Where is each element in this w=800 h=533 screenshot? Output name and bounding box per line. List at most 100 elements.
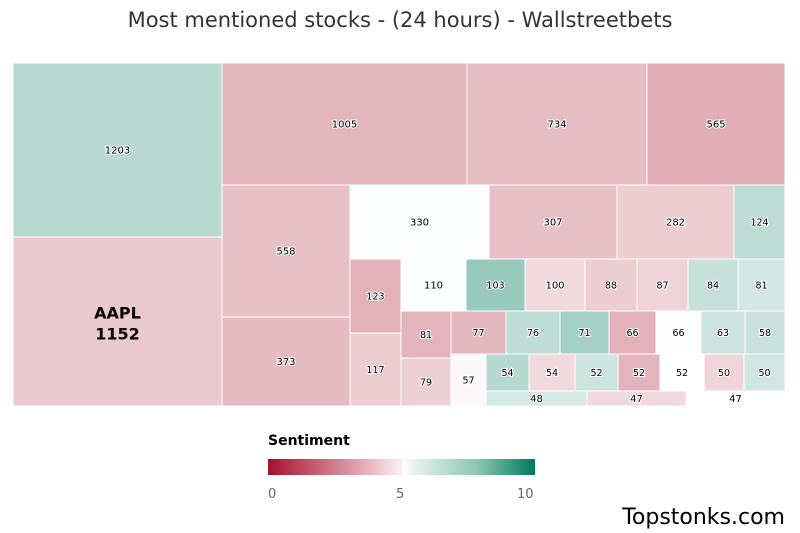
treemap-cell-value: 565 [706, 120, 725, 131]
treemap-cell: 57 [450, 353, 487, 407]
treemap-cell: 81 [737, 258, 786, 312]
treemap-cell-rect [466, 62, 648, 186]
treemap-cell: 100 [524, 258, 586, 312]
treemap-cell: 88 [584, 258, 638, 312]
treemap-cell: 52 [659, 353, 705, 392]
treemap-cell-rect [221, 62, 468, 186]
treemap-cell-rect [349, 184, 490, 260]
treemap-cell-value: 100 [545, 281, 564, 292]
treemap-cell: 565 [646, 62, 786, 186]
treemap-cell-value: 103 [486, 281, 504, 292]
treemap-cell: AAPL 1152 [12, 236, 223, 407]
treemap-cell-rect [685, 390, 786, 407]
treemap-cell: 52 [617, 353, 661, 392]
treemap-cell-rect [400, 258, 467, 312]
treemap-cell: 76 [505, 310, 561, 355]
legend-color-bar [268, 459, 535, 475]
treemap-cell-value: 52 [590, 368, 602, 379]
treemap-cell-value: 123 [366, 292, 384, 303]
treemap-cell-value: 54 [501, 368, 513, 379]
treemap-cell-value: 76 [527, 328, 539, 339]
treemap-cell-value: 47 [729, 394, 742, 405]
treemap-cell-rect [687, 258, 739, 312]
treemap-cell-rect [505, 310, 561, 355]
treemap-cell: 48 [485, 390, 588, 407]
treemap-cell-rect [559, 310, 610, 355]
treemap-cell-ticker: AAPL [94, 304, 141, 323]
watermark: Topstonks.com [622, 505, 785, 530]
legend-tick-mark [534, 475, 535, 481]
treemap-cell-rect [524, 258, 586, 312]
legend-tick-mark [268, 475, 269, 481]
treemap-cell-rect [450, 310, 507, 355]
treemap-cell-value: 373 [276, 357, 295, 368]
treemap-cell-value: 71 [578, 328, 590, 339]
treemap-cell: 330 [349, 184, 490, 260]
treemap-cell: 79 [400, 357, 452, 407]
treemap-cell: 1203 [12, 62, 223, 238]
treemap-cell-value: 117 [366, 365, 384, 376]
legend-tick-label: 0 [268, 487, 277, 502]
treemap-cell-value: 50 [758, 368, 770, 379]
treemap-cell-rect [400, 310, 452, 359]
treemap-cell: 373 [221, 316, 351, 407]
treemap-cell: 66 [608, 310, 657, 355]
legend-tick-label: 10 [517, 487, 534, 502]
treemap-cell-rect [744, 310, 786, 355]
treemap-cell-rect [584, 258, 638, 312]
treemap-cell-value: 79 [420, 378, 432, 389]
treemap-cell-value: 84 [707, 281, 719, 292]
treemap-cell-value: 88 [605, 281, 617, 292]
treemap-cell: 282 [616, 184, 735, 260]
treemap-cell-value: 124 [750, 218, 768, 229]
treemap-cell: 124 [733, 184, 786, 260]
treemap-cell-value: 52 [676, 368, 688, 379]
treemap-cell-value: 734 [547, 120, 566, 131]
treemap-cell-value: 52 [633, 368, 645, 379]
treemap-cell-rect [221, 316, 351, 407]
treemap-cell: 63 [700, 310, 746, 355]
treemap-cell-value: 558 [276, 247, 295, 258]
treemap-cell-value: 1203 [105, 146, 130, 157]
treemap-cell-value: 58 [759, 328, 771, 339]
treemap-cell-value: 54 [546, 368, 558, 379]
treemap-cell-rect [12, 62, 223, 238]
treemap-cell-value: 66 [626, 328, 638, 339]
treemap-cell-value: 57 [462, 376, 474, 387]
treemap-cell: 84 [687, 258, 739, 312]
treemap-cell-rect [608, 310, 657, 355]
treemap-cell: 50 [743, 353, 786, 392]
treemap-cell: 47 [586, 390, 687, 407]
treemap-cell: 307 [488, 184, 618, 260]
treemap-cell-value: 50 [718, 368, 730, 379]
treemap-cell: 66 [655, 310, 702, 355]
treemap-cell: 71 [559, 310, 610, 355]
treemap-cell-value: 47 [630, 394, 643, 405]
treemap-cell: 50 [703, 353, 745, 392]
treemap-cell: 54 [528, 353, 576, 392]
treemap-cell-value: 81 [755, 281, 767, 292]
treemap-cell: 117 [349, 332, 402, 407]
treemap-cell: 558 [221, 184, 351, 318]
treemap-cell-value: 66 [672, 328, 684, 339]
treemap-cell-rect [485, 353, 530, 392]
treemap-cell: 734 [466, 62, 648, 186]
legend-tick-label: 5 [396, 487, 405, 502]
treemap-cell-value: 1152 [95, 325, 140, 344]
treemap-cell-rect [488, 184, 618, 260]
treemap-cell: 81 [400, 310, 452, 359]
treemap-cell-value: 87 [656, 281, 668, 292]
treemap-cell: 58 [744, 310, 786, 355]
treemap-cell-rect [349, 258, 402, 334]
treemap-cell-value: 77 [472, 328, 484, 339]
treemap-cell-value: 63 [717, 328, 729, 339]
treemap-cell: 1005 [221, 62, 468, 186]
treemap-cell: 110 [400, 258, 467, 312]
treemap-cell: 54 [485, 353, 530, 392]
treemap-cell: 47 [685, 390, 786, 407]
treemap-cell: 52 [574, 353, 619, 392]
treemap-cell: 77 [450, 310, 507, 355]
treemap-cell-value: 330 [410, 218, 429, 229]
treemap-cell-rect [349, 332, 402, 407]
treemap-cell-value: 307 [543, 218, 562, 229]
